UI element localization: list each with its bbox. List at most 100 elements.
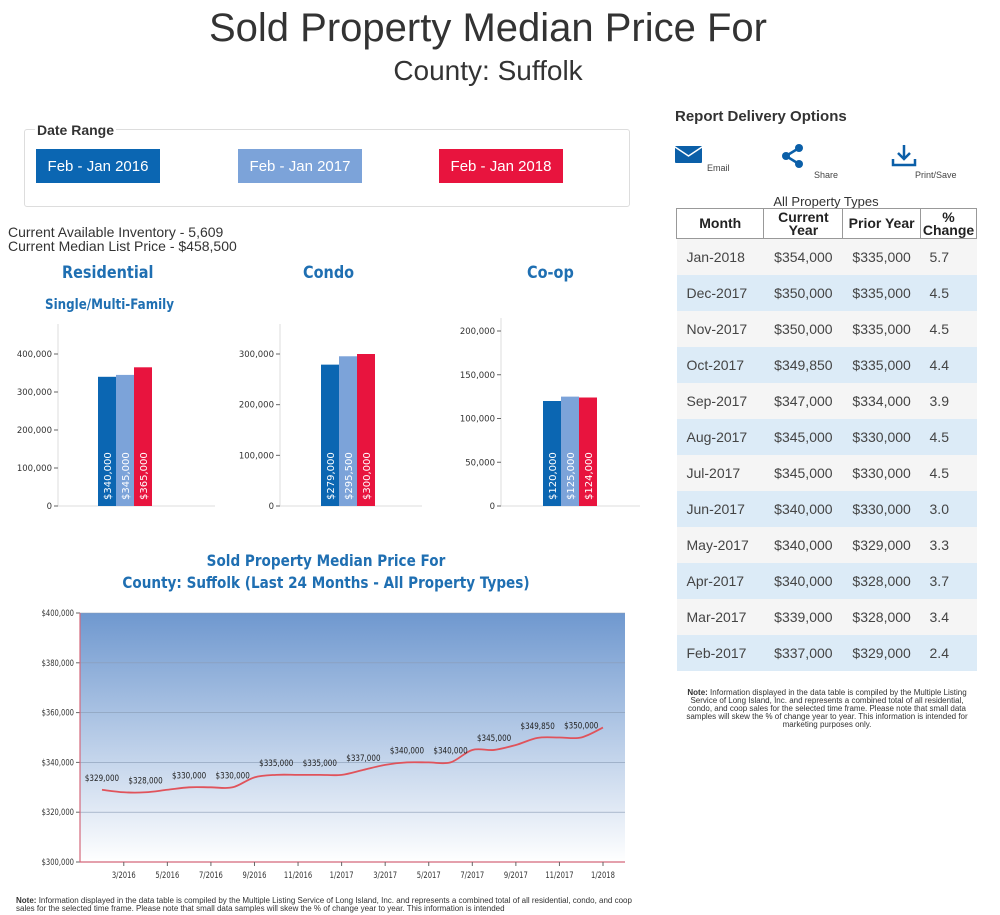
residential-subtitle: Single/Multi-Family <box>45 297 175 313</box>
bar-value-label: $124,000 <box>584 452 595 500</box>
x-tick-label: 7/2016 <box>199 870 223 880</box>
print-save-option[interactable]: Print/Save <box>890 143 960 180</box>
prior-year-cell: $330,000 <box>842 490 921 527</box>
bar-value-label: $345,000 <box>121 452 132 500</box>
trend-subtitle: County: Suffolk (Last 24 Months - All Pr… <box>122 574 529 592</box>
col-pct-change: % Change <box>920 208 977 239</box>
y-tick-label: 0 <box>490 502 495 512</box>
residential-bar-chart: 0 100,000 200,000 300,000 400,000 $340,000 $34… <box>17 324 215 512</box>
residential-title: Residential <box>62 263 154 283</box>
current-year-cell: $340,000 <box>763 562 843 599</box>
x-tick-label: 1/2018 <box>591 870 615 880</box>
page-title: Sold Property Median Price For <box>208 6 767 50</box>
table-row: Sep-2017 $347,000 $334,000 3.9 <box>676 382 977 419</box>
bar <box>543 401 561 506</box>
pct-change-cell: 4.5 <box>920 310 977 347</box>
current-year-cell: $354,000 <box>763 238 843 275</box>
pct-change-cell: 2.4 <box>920 634 977 671</box>
bar-value-label: $279,000 <box>326 452 337 500</box>
pct-change-cell: 4.5 <box>920 418 977 455</box>
current-year-cell: $340,000 <box>763 526 843 563</box>
chart-note: Note: Information displayed in the data … <box>16 896 632 913</box>
share-label: Share <box>814 170 839 180</box>
point-value-label: $328,000 <box>128 774 162 785</box>
y-tick-label: 200,000 <box>239 401 274 411</box>
table-row: Jan-2018 $354,000 $335,000 5.7 <box>676 238 977 275</box>
y-tick-label: $340,000 <box>42 758 75 768</box>
share-option[interactable]: Share <box>780 143 840 180</box>
x-tick-label: 5/2017 <box>417 870 441 880</box>
y-tick-label: 0 <box>47 502 52 512</box>
pct-change-cell: 3.0 <box>920 490 977 527</box>
x-tick-label: 1/2017 <box>330 870 354 880</box>
current-year-cell: $350,000 <box>763 274 843 311</box>
table-row: May-2017 $340,000 $329,000 3.3 <box>676 526 977 563</box>
print-save-label: Print/Save <box>915 170 957 180</box>
plot-area <box>80 613 625 862</box>
envelope-icon <box>675 146 703 163</box>
report-delivery-title: Report Delivery Options <box>675 108 847 125</box>
current-year-cell: $345,000 <box>763 418 843 455</box>
prior-year-cell: $335,000 <box>842 310 921 347</box>
point-value-label: $345,000 <box>477 732 511 743</box>
share-icon <box>782 144 803 168</box>
y-tick-label: 300,000 <box>239 350 274 360</box>
available-inventory: Current Available Inventory - 5,609 <box>8 224 224 240</box>
bar <box>98 376 116 506</box>
x-tick-label: 7/2017 <box>460 870 484 880</box>
table-row: Nov-2017 $350,000 $335,000 4.5 <box>676 310 977 347</box>
date-range-panel: Date Range Feb - Jan 2016 Feb - Jan 2017… <box>24 122 630 207</box>
current-year-cell: $347,000 <box>763 382 843 419</box>
x-tick-label: 11/2016 <box>284 870 312 880</box>
point-value-label: $329,000 <box>85 772 119 783</box>
month-cell: Jul-2017 <box>676 454 764 491</box>
month-cell: Jun-2017 <box>676 490 764 527</box>
current-year-cell: $337,000 <box>763 634 843 671</box>
table-caption: All Property Types <box>773 194 879 209</box>
date-range-legend: Date Range <box>35 122 117 138</box>
prior-year-cell: $330,000 <box>842 418 921 455</box>
y-tick-label: 200,000 <box>460 327 495 337</box>
point-value-label: $330,000 <box>172 769 206 780</box>
pct-change-cell: 4.5 <box>920 454 977 491</box>
col-month: Month <box>675 208 765 239</box>
pct-change-cell: 3.7 <box>920 562 977 599</box>
x-tick-label: 11/2017 <box>545 870 573 880</box>
point-value-label: $340,000 <box>433 745 467 756</box>
table-row: Oct-2017 $349,850 $335,000 4.4 <box>676 346 977 383</box>
pct-change-cell: 4.5 <box>920 274 977 311</box>
col-prior-year: Prior Year <box>842 208 922 239</box>
trend-title: Sold Property Median Price For <box>207 552 446 570</box>
y-tick-label: 200,000 <box>17 426 52 436</box>
y-tick-label: 100,000 <box>239 451 274 461</box>
month-cell: Feb-2017 <box>676 634 764 671</box>
x-tick-label: 9/2016 <box>243 870 267 880</box>
bar-value-label: $365,000 <box>139 452 150 500</box>
table-row: Jun-2017 $340,000 $330,000 3.0 <box>676 490 977 527</box>
point-value-label: $340,000 <box>390 745 424 756</box>
bar <box>561 396 579 506</box>
bar <box>357 354 375 506</box>
y-tick-label: $380,000 <box>42 658 75 668</box>
email-option[interactable]: Email <box>673 143 733 175</box>
month-cell: Dec-2017 <box>676 274 764 311</box>
y-tick-label: $300,000 <box>42 857 75 867</box>
x-tick-label: 3/2016 <box>112 870 136 880</box>
y-tick-label: $400,000 <box>42 608 75 618</box>
median-list-price: Current Median List Price - $458,500 <box>8 238 237 254</box>
table-row: Dec-2017 $350,000 $335,000 4.5 <box>676 274 977 311</box>
point-value-label: $350,000 <box>564 720 598 731</box>
prior-year-cell: $328,000 <box>842 598 921 635</box>
point-value-label: $349,850 <box>521 720 555 731</box>
date-range-2018-button[interactable]: Feb - Jan 2018 <box>439 149 563 183</box>
bar <box>134 367 152 506</box>
col-current-year: Current Year <box>763 208 844 239</box>
pct-change-cell: 4.4 <box>920 346 977 383</box>
download-icon <box>891 145 917 167</box>
date-range-2017-button[interactable]: Feb - Jan 2017 <box>238 149 362 183</box>
bar <box>339 356 357 506</box>
current-year-cell: $345,000 <box>763 454 843 491</box>
prior-year-cell: $328,000 <box>842 562 921 599</box>
date-range-2016-button[interactable]: Feb - Jan 2016 <box>36 149 160 183</box>
x-tick-label: 9/2017 <box>504 870 528 880</box>
